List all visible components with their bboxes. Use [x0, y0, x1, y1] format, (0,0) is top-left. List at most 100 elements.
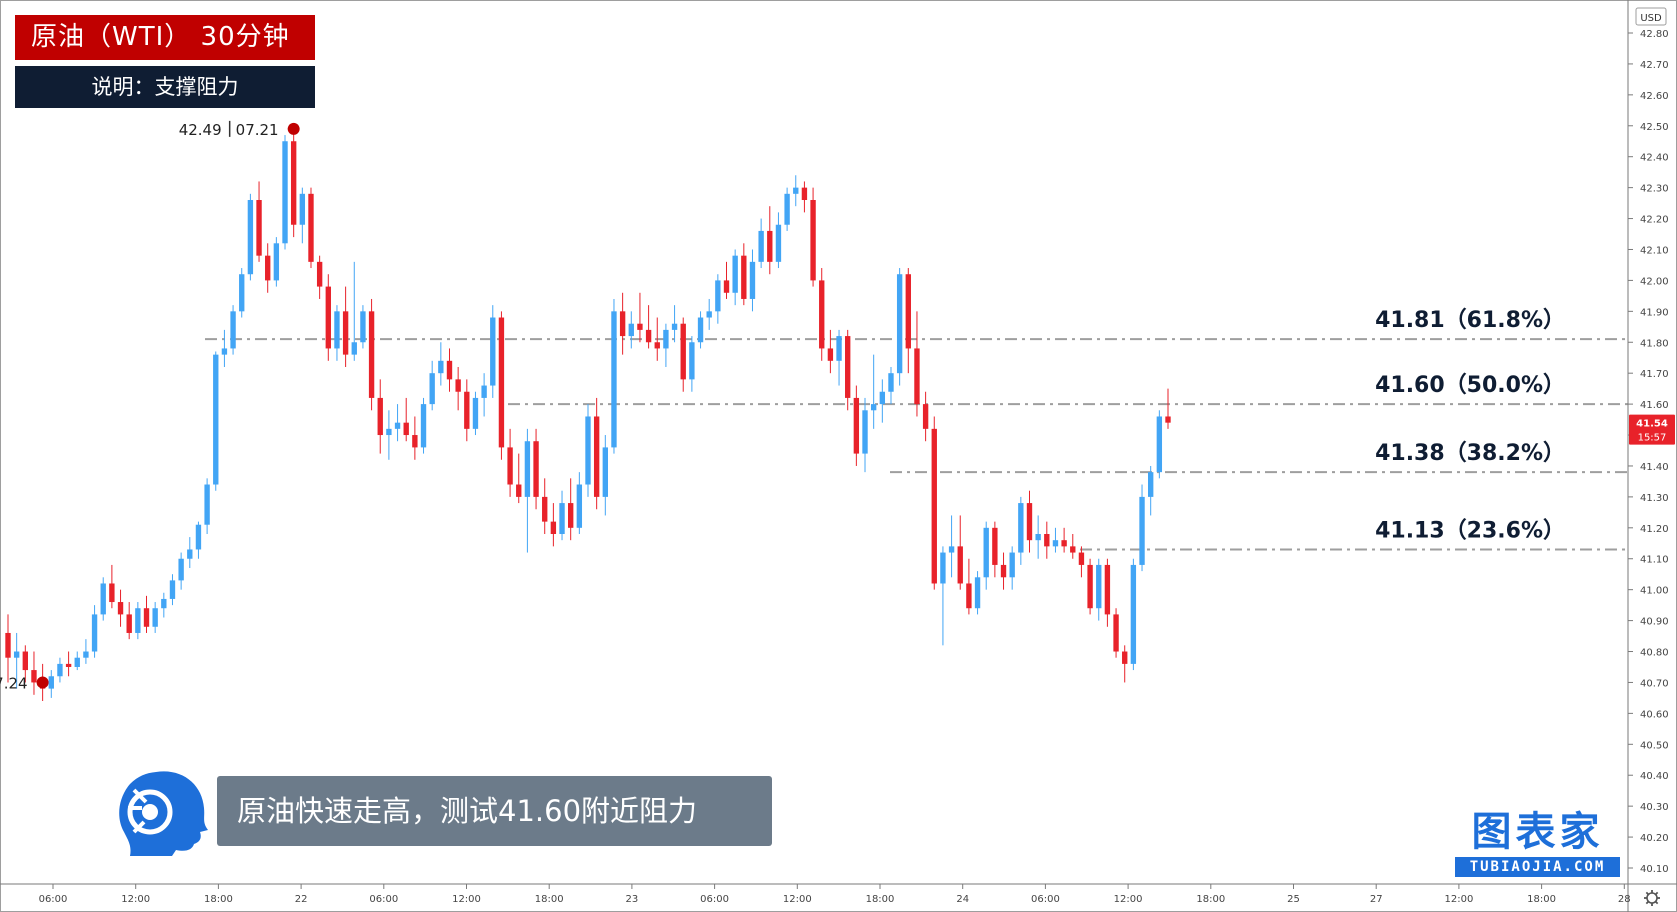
- candle-body: [342, 311, 349, 355]
- candle-body: [879, 391, 886, 405]
- candle-body: [48, 676, 54, 689]
- gear-ring: [1646, 892, 1658, 904]
- candle-body: [784, 193, 790, 225]
- caption: 原油快速走高，测试41.60附近阻力: [217, 776, 772, 846]
- candle-body: [334, 311, 340, 349]
- candle-body: [697, 317, 704, 343]
- fib-label: 41.81（61.8%）: [1375, 308, 1565, 333]
- candle-body: [1009, 552, 1015, 578]
- candle-body: [109, 583, 115, 603]
- candle-body: [429, 373, 435, 405]
- candle-body: [914, 348, 920, 405]
- candle-body: [420, 404, 427, 448]
- candle-body: [498, 317, 505, 448]
- candle-body: [645, 329, 652, 343]
- candle-body: [1070, 546, 1076, 553]
- candle-body: [239, 274, 245, 312]
- candle-body: [403, 422, 409, 436]
- candle-body: [126, 614, 132, 633]
- candle-body: [316, 261, 323, 287]
- candle-body: [819, 280, 825, 349]
- chart-subtitle: 说明：支撑阻力: [15, 66, 315, 108]
- y-tick-label: 42.50: [1640, 122, 1669, 133]
- candle-body: [386, 428, 392, 436]
- y-tick-label: 40.30: [1640, 802, 1669, 813]
- candle-body: [680, 323, 686, 380]
- x-tick-label: 12:00: [1444, 894, 1473, 905]
- candle-body: [827, 348, 834, 361]
- x-tick-label: 06:00: [700, 894, 729, 905]
- candle-body: [481, 385, 487, 398]
- countdown-label: 15:57: [1638, 433, 1667, 444]
- candle-body: [870, 404, 877, 411]
- y-tick-label: 41.40: [1640, 462, 1669, 473]
- candle-body: [1139, 496, 1145, 565]
- x-tick-label: 27: [1370, 894, 1383, 905]
- candle-body: [1044, 534, 1050, 547]
- x-tick-label: 18:00: [866, 894, 895, 905]
- x-tick-label: 06:00: [39, 894, 68, 905]
- y-tick-label: 40.70: [1640, 678, 1669, 689]
- candle-body: [671, 323, 678, 330]
- candle-body: [282, 141, 288, 244]
- candle-body: [1026, 503, 1033, 541]
- candle-body: [83, 651, 89, 658]
- candle-body: [472, 397, 479, 429]
- y-tick-label: 42.70: [1640, 60, 1669, 71]
- candles: [5, 128, 1171, 701]
- x-tick-label: 12:00: [121, 894, 150, 905]
- candle-body: [749, 261, 756, 299]
- candle-body: [715, 280, 721, 312]
- x-tick-label: 24: [956, 894, 969, 905]
- chart-title: 原油（WTI） 30分钟: [15, 15, 315, 60]
- candle-body: [377, 397, 383, 436]
- candle-body: [845, 336, 851, 398]
- currency-label: USD: [1640, 13, 1662, 24]
- y-tick-label: 42.80: [1640, 29, 1669, 40]
- y-tick-label: 40.80: [1640, 648, 1669, 659]
- candle-body: [706, 311, 712, 318]
- candle-body: [1052, 540, 1059, 547]
- candle-body: [455, 379, 461, 392]
- candle-body: [585, 416, 591, 485]
- y-tick-label: 40.50: [1640, 740, 1669, 751]
- candle-body: [568, 503, 574, 528]
- candle-body: [602, 447, 608, 497]
- x-tick-label: 18:00: [204, 894, 233, 905]
- candle-body: [152, 608, 158, 627]
- x-tick-label: 25: [1287, 894, 1300, 905]
- candle-body: [966, 583, 972, 609]
- candle-body: [57, 663, 63, 677]
- candle-body: [940, 552, 946, 584]
- candle-body: [490, 317, 496, 386]
- y-tick-label: 42.20: [1640, 215, 1669, 226]
- candle-body: [308, 193, 314, 262]
- candle-body: [178, 558, 184, 581]
- candle-body: [628, 323, 634, 337]
- candle-body: [542, 496, 548, 522]
- candle-body: [221, 348, 228, 355]
- y-tick-label: 41.30: [1640, 493, 1669, 504]
- x-tick-label: 12:00: [452, 894, 481, 905]
- gear-icon: [1644, 890, 1660, 906]
- candle-body: [550, 521, 557, 534]
- candle-body: [948, 546, 955, 553]
- candle-body: [888, 373, 894, 392]
- y-tick-label: 42.00: [1640, 276, 1669, 287]
- y-tick-label: 41.10: [1640, 555, 1669, 566]
- y-tick-label: 42.60: [1640, 91, 1669, 102]
- candle-body: [446, 360, 453, 380]
- y-tick-label: 40.90: [1640, 617, 1669, 628]
- candle-body: [576, 484, 583, 528]
- fib-levels: 41.81（61.8%） 41.60（50.0%） 41.38（38.2%） 41.1…: [205, 308, 1628, 551]
- candle-body: [922, 404, 929, 429]
- candle-body: [1018, 503, 1024, 553]
- candle-body: [299, 193, 306, 225]
- candle-body: [767, 230, 773, 262]
- candle-body: [533, 441, 539, 497]
- candle-body: [905, 274, 911, 349]
- x-tick-label: 18:00: [1527, 894, 1556, 905]
